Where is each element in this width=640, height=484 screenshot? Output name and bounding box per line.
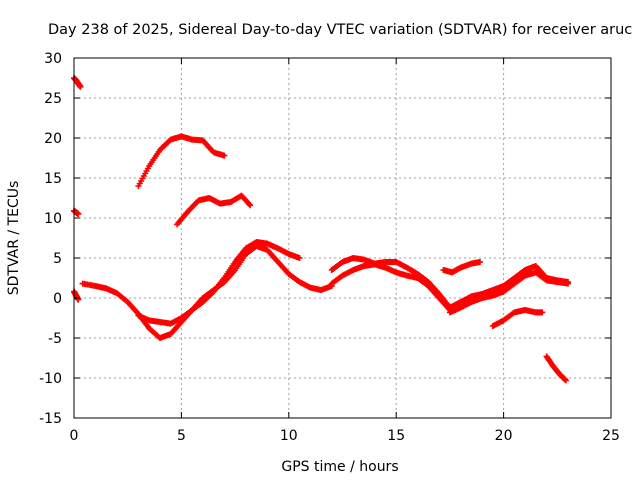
y-tick-label: -5 (48, 331, 62, 347)
series-arc-6 (174, 192, 254, 228)
series-arc-12 (446, 269, 572, 316)
y-tick-label: 25 (44, 91, 62, 107)
y-tick-label: 30 (44, 51, 62, 67)
series-arc-9 (328, 261, 453, 313)
data-point (565, 280, 572, 287)
axis-ticks: 0 5 10 15 20 25 -15 -10 -5 0 5 10 15 20 25 30 (39, 51, 620, 444)
x-tick-label: 25 (602, 428, 620, 444)
y-axis-label: SDTVAR / TECUs (6, 181, 22, 296)
series-arc-10 (440, 259, 483, 276)
y-tick-label: -15 (39, 411, 62, 427)
y-tick-label: 15 (44, 171, 62, 187)
data-point (539, 309, 546, 316)
plot-frame (73, 57, 612, 419)
data-point (296, 255, 303, 261)
y-tick-label: 20 (44, 131, 62, 147)
series-arc-13 (489, 307, 546, 329)
y-tick-label: -10 (39, 371, 62, 387)
series-arc-5 (135, 133, 228, 189)
x-tick-label: 10 (280, 428, 298, 444)
x-tick-label: 5 (177, 428, 186, 444)
data-points (71, 75, 572, 384)
data-point (562, 377, 569, 384)
chart-title: Day 238 of 2025, Sidereal Day-to-day VTE… (48, 22, 632, 38)
series-arc-7 (135, 239, 303, 327)
x-tick-label: 20 (495, 428, 513, 444)
y-tick-label: 10 (44, 211, 62, 227)
data-point (247, 202, 254, 209)
grid-lines (74, 58, 611, 418)
y-tick-label: 0 (53, 291, 62, 307)
data-point (75, 211, 82, 217)
x-axis-label: GPS time / hours (281, 459, 398, 475)
series-arc-8 (328, 255, 453, 311)
x-tick-label: 0 (70, 428, 79, 444)
x-tick-label: 15 (387, 428, 405, 444)
data-point (77, 83, 84, 90)
series-arc-14 (543, 353, 569, 384)
data-point (221, 152, 228, 159)
data-point (476, 259, 483, 265)
y-tick-label: 5 (53, 251, 62, 267)
